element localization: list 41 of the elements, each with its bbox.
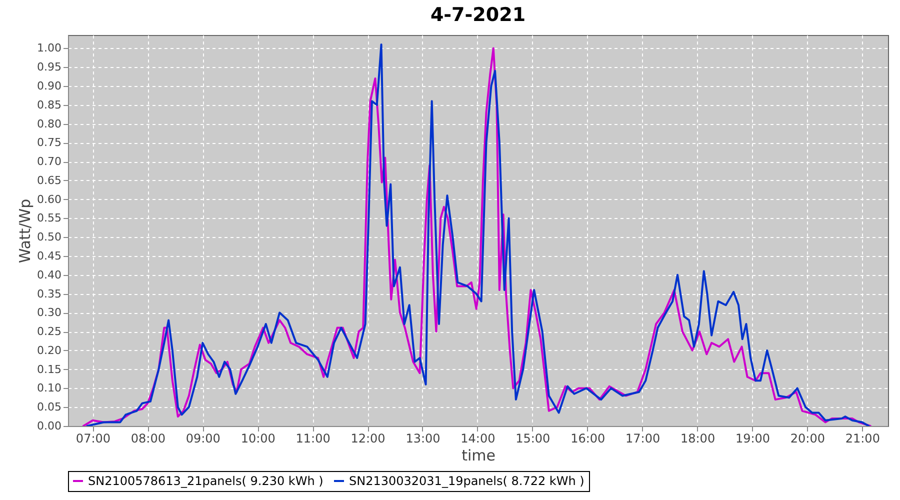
y-tick-label: 0.55 bbox=[37, 212, 62, 225]
y-tick-label: 0.60 bbox=[37, 192, 62, 206]
legend-label: SN2130032031_19panels( 8.722 kWh ) bbox=[349, 474, 584, 488]
y-axis-title: Watt/Wp bbox=[16, 198, 34, 264]
x-tick-label: 12:00 bbox=[350, 432, 386, 446]
x-tick-label: 18:00 bbox=[680, 432, 716, 446]
y-tick-label: 0.15 bbox=[37, 362, 62, 376]
x-tick-label: 14:00 bbox=[460, 432, 496, 446]
x-tick-label: 17:00 bbox=[626, 432, 660, 446]
x-tick-label: 08:00 bbox=[130, 432, 166, 446]
y-tick-label: 0.45 bbox=[37, 250, 62, 262]
y-tick-label: 0.30 bbox=[37, 306, 62, 320]
x-tick-label: 09:00 bbox=[186, 432, 220, 446]
x-tick-label: 13:00 bbox=[406, 432, 440, 446]
y-tick-label: 1.00 bbox=[37, 42, 62, 55]
y-tick-label: 0.50 bbox=[37, 230, 62, 244]
y-tick-label: 0.95 bbox=[37, 60, 62, 74]
x-tick-label: 10:00 bbox=[240, 432, 276, 446]
y-tick-label: 0.35 bbox=[37, 287, 62, 300]
y-tick-label: 0.05 bbox=[37, 400, 62, 414]
y-tick-label: 0.85 bbox=[37, 98, 62, 112]
y-tick-label: 0.90 bbox=[37, 80, 62, 92]
y-tick-label: 0.70 bbox=[37, 155, 62, 168]
y-tick-label: 0.20 bbox=[37, 344, 62, 357]
x-axis-title: time bbox=[462, 446, 496, 464]
legend-label: SN2100578613_21panels( 9.230 kWh ) bbox=[88, 474, 324, 488]
x-tick-label: 11:00 bbox=[296, 432, 330, 446]
y-tick-label: 0.80 bbox=[37, 117, 62, 130]
y-tick-label: 0.75 bbox=[37, 136, 62, 150]
x-tick-label: 19:00 bbox=[735, 432, 770, 446]
y-tick-label: 0.25 bbox=[37, 325, 62, 338]
y-tick-label: 0.00 bbox=[37, 420, 62, 432]
y-tick-label: 0.40 bbox=[37, 268, 62, 282]
x-tick-label: 20:00 bbox=[790, 432, 826, 446]
x-tick-label: 21:00 bbox=[845, 432, 880, 446]
x-tick-label: 15:00 bbox=[516, 432, 550, 446]
x-tick-label: 07:00 bbox=[76, 432, 111, 446]
y-tick-label: 0.10 bbox=[37, 382, 62, 395]
x-tick-label: 16:00 bbox=[570, 432, 606, 446]
chart-title: 4-7-2021 bbox=[430, 4, 526, 26]
y-tick-label: 0.65 bbox=[37, 174, 62, 187]
